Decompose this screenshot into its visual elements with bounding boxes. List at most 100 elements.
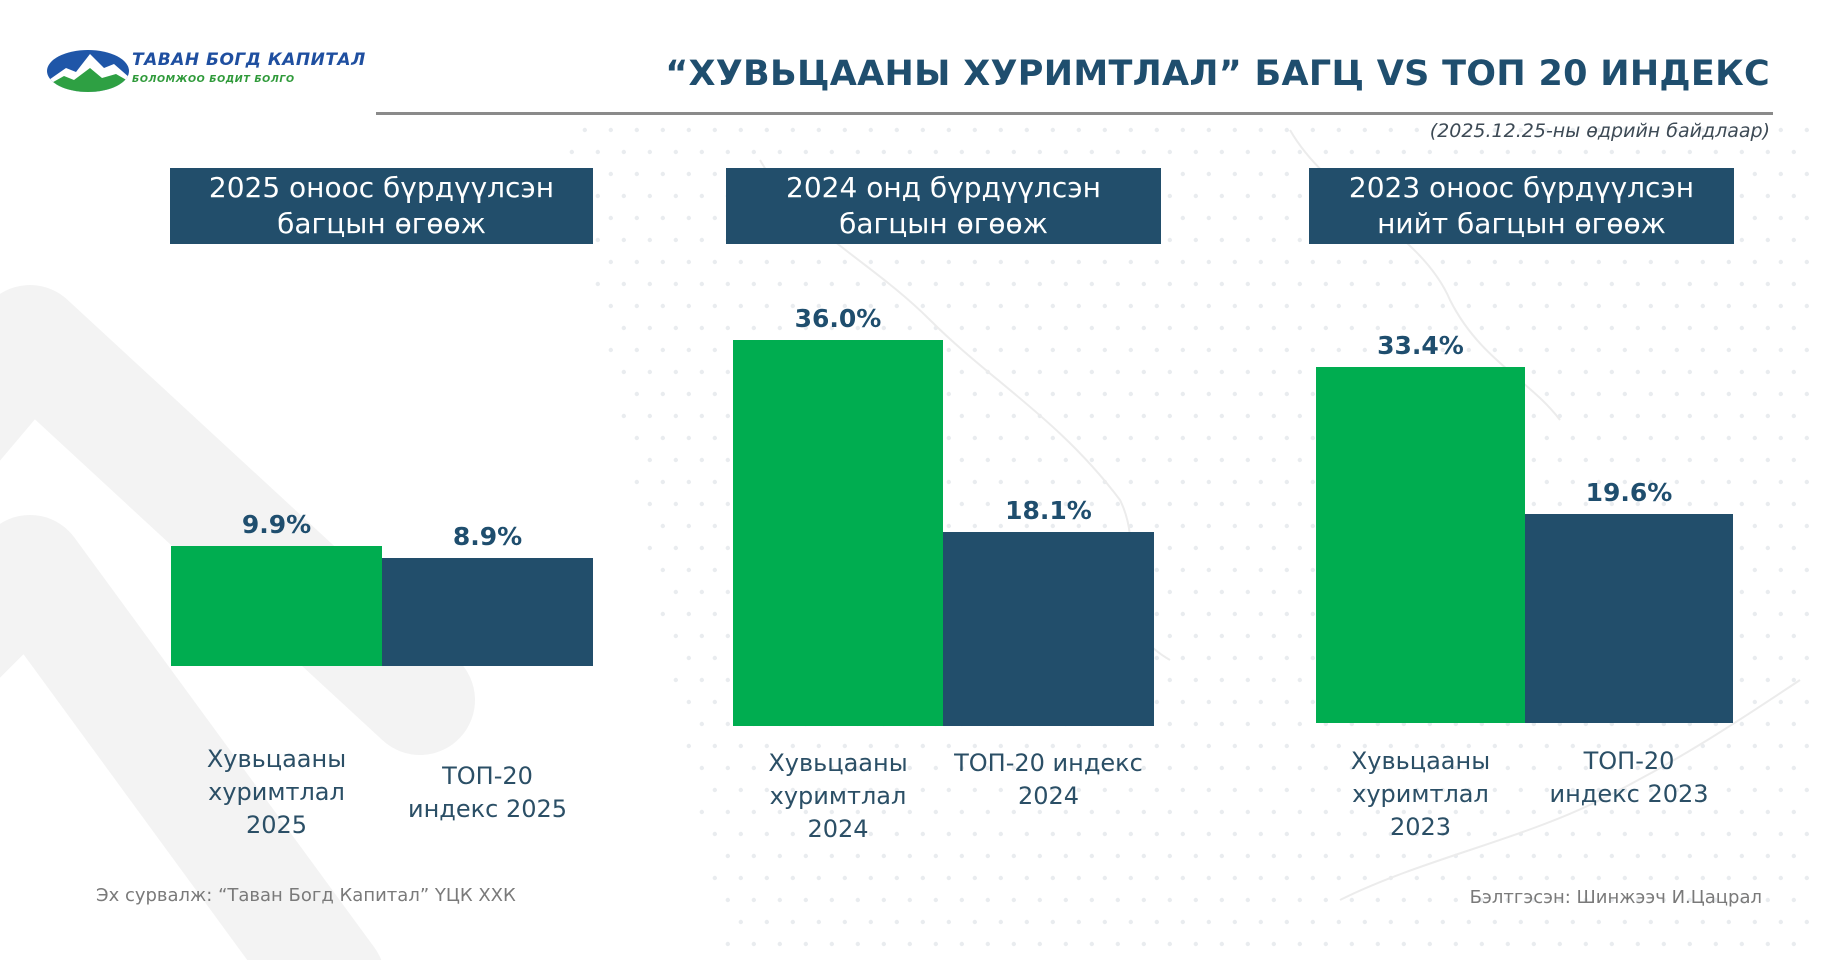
map-dot [1050, 347, 1056, 353]
map-dot [621, 193, 627, 199]
map-dot [1167, 677, 1173, 683]
map-dot [1271, 325, 1277, 331]
map-dot [1635, 897, 1641, 903]
map-dot [1440, 743, 1446, 749]
map-dot [660, 567, 666, 573]
map-dot [1570, 919, 1576, 925]
map-dot [1180, 875, 1186, 881]
map-dot [1362, 787, 1368, 793]
map-dot [816, 875, 822, 881]
map-dot [1609, 853, 1615, 859]
map-dot [699, 369, 705, 375]
map-dot [1180, 743, 1186, 749]
map-dot [803, 325, 809, 331]
chart-2-title-line-1: 2024 онд бүрдүүлсэн [786, 171, 1101, 204]
map-dot [1778, 171, 1784, 177]
map-dot [1193, 589, 1199, 595]
map-dot [1284, 215, 1290, 221]
map-dot [1778, 391, 1784, 397]
map-dot [1141, 413, 1147, 419]
map-dot [894, 787, 900, 793]
map-dot [1713, 369, 1719, 375]
map-dot [816, 743, 822, 749]
map-dot [1596, 127, 1602, 133]
map-dot [777, 897, 783, 903]
chart-1-title-line-2: багцын өгөөж [277, 207, 486, 240]
map-dot [1700, 743, 1706, 749]
map-dot [1713, 853, 1719, 859]
map-dot [1596, 743, 1602, 749]
map-dot [1388, 303, 1394, 309]
map-dot [1245, 413, 1251, 419]
map-dot [1037, 941, 1043, 947]
chart-3-value-label-index: 19.6% [1585, 478, 1673, 507]
map-dot [1687, 853, 1693, 859]
map-dot [608, 259, 614, 265]
map-dot [1700, 875, 1706, 881]
map-dot [1193, 369, 1199, 375]
map-dot [1167, 765, 1173, 771]
map-dot [868, 787, 874, 793]
map-dot [1375, 853, 1381, 859]
map-dot [1258, 743, 1264, 749]
map-dot [686, 391, 692, 397]
map-dot [1076, 435, 1082, 441]
map-dot [686, 127, 692, 133]
map-dot [725, 853, 731, 859]
map-dot [686, 567, 692, 573]
map-dot [1414, 831, 1420, 837]
map-dot [1297, 721, 1303, 727]
map-dot [881, 149, 887, 155]
map-dot [1141, 281, 1147, 287]
map-dot [1570, 479, 1576, 485]
map-dot [790, 831, 796, 837]
map-dot [1050, 435, 1056, 441]
map-dot [1349, 325, 1355, 331]
map-dot [1271, 501, 1277, 507]
map-dot [1167, 721, 1173, 727]
map-dot [1505, 281, 1511, 287]
map-dot [1648, 743, 1654, 749]
map-dot [608, 347, 614, 353]
map-dot [920, 831, 926, 837]
map-dot [1739, 677, 1745, 683]
map-dot [1037, 809, 1043, 815]
map-dot [1219, 897, 1225, 903]
map-dot [1154, 127, 1160, 133]
map-dot [1700, 919, 1706, 925]
map-dot [1778, 435, 1784, 441]
map-dot [1219, 413, 1225, 419]
map-dot [1622, 919, 1628, 925]
map-dot [998, 787, 1004, 793]
map-dot [842, 127, 848, 133]
map-dot [1440, 831, 1446, 837]
map-dot [868, 919, 874, 925]
map-dot [920, 127, 926, 133]
map-dot [1557, 765, 1563, 771]
chart-1-category-portfolio-line: Хувьцааны [206, 745, 347, 773]
map-dot [608, 303, 614, 309]
map-dot [946, 259, 952, 265]
map-dot [1765, 193, 1771, 199]
map-dot [1193, 237, 1199, 243]
map-dot [673, 281, 679, 287]
map-dot [1011, 765, 1017, 771]
map-dot [1713, 941, 1719, 947]
map-dot [686, 479, 692, 485]
map-dot [829, 281, 835, 287]
map-dot [1635, 941, 1641, 947]
map-dot [933, 897, 939, 903]
map-dot [634, 303, 640, 309]
map-dot [1011, 941, 1017, 947]
map-dot [1414, 743, 1420, 749]
map-dot [1128, 127, 1134, 133]
map-dot [1180, 391, 1186, 397]
map-dot [1804, 391, 1810, 397]
map-dot [1206, 391, 1212, 397]
map-dot [1284, 479, 1290, 485]
map-dot [1180, 127, 1186, 133]
map-dot [660, 479, 666, 485]
map-dot [1180, 215, 1186, 221]
map-dot [660, 391, 666, 397]
map-dot [764, 831, 770, 837]
